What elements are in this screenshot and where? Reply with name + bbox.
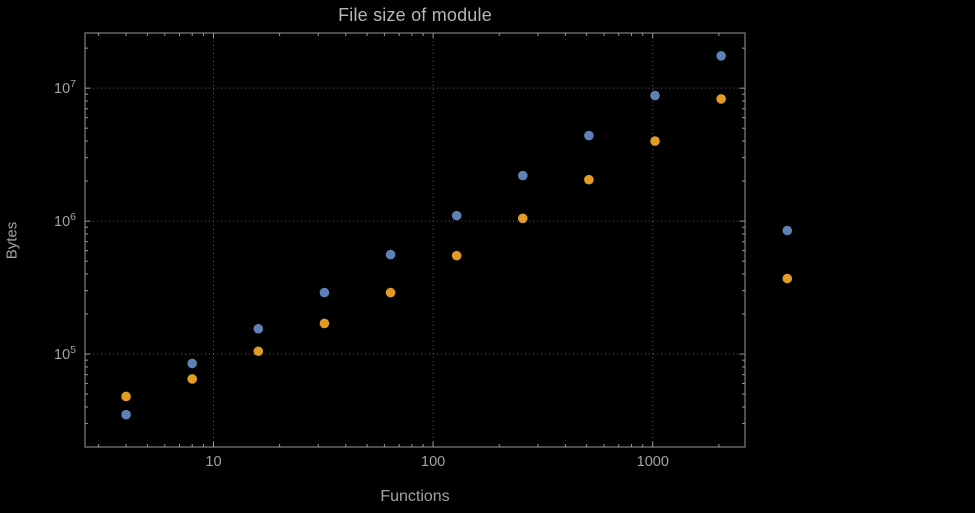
data-point (451, 250, 462, 261)
data-point (121, 391, 131, 402)
data-point (253, 346, 264, 357)
y-tick-label: 105 (54, 344, 76, 363)
x-axis-label: Functions (380, 488, 450, 505)
data-point (187, 374, 198, 384)
data-point (584, 130, 594, 141)
data-point (319, 318, 330, 329)
y-axis-label: Bytes (3, 221, 21, 260)
data-point (253, 323, 264, 334)
data-point (319, 287, 330, 298)
data-point (451, 210, 462, 221)
plot-title: File size of module (338, 5, 492, 25)
y-tick-label: 106 (54, 211, 76, 230)
data-point (782, 273, 793, 284)
series-2 (121, 94, 793, 402)
x-tick-label: 10 (205, 454, 221, 470)
data-point (517, 213, 528, 224)
data-point (650, 90, 660, 101)
x-tick-label: 1000 (637, 454, 669, 470)
y-tick-labels: 105 106 107 (54, 78, 76, 363)
data-point (716, 94, 726, 104)
data-point (121, 409, 131, 420)
data-point (385, 249, 396, 260)
plot-frame (84, 32, 746, 448)
data-point (782, 225, 793, 236)
x-tick-label: 100 (421, 454, 445, 470)
data-point (650, 136, 660, 146)
data-point (385, 287, 396, 298)
y-tick-label: 107 (54, 78, 76, 97)
data-point (517, 170, 528, 181)
data-point (584, 174, 594, 185)
series-1 (121, 51, 793, 420)
x-tick-labels: 10 100 1000 (205, 454, 668, 470)
data-point (716, 51, 726, 61)
data-point (187, 358, 198, 369)
axis-ticks (85, 33, 745, 448)
gridlines (85, 33, 745, 447)
